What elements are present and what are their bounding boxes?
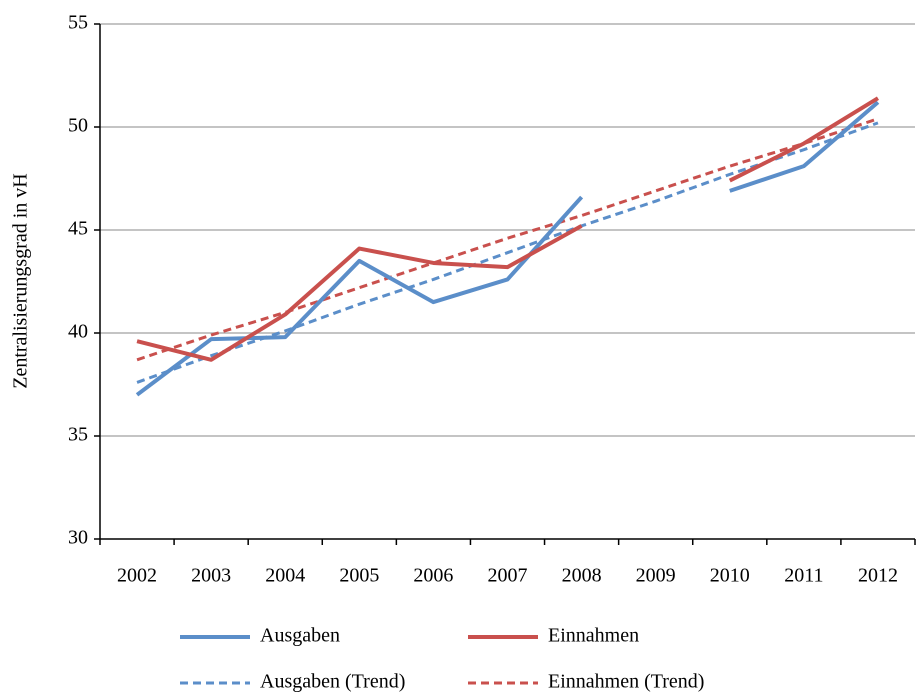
series-line: [136, 96, 879, 362]
y-tick-label: 55: [68, 12, 88, 34]
x-tick-label: 2004: [265, 565, 305, 587]
x-tick-label: 2011: [784, 565, 823, 587]
x-tick-label: 2005: [339, 565, 379, 587]
series-line: [136, 117, 879, 362]
x-tick-label: 2006: [413, 565, 453, 587]
y-tick-label: 40: [68, 321, 88, 343]
y-tick-label: 50: [68, 115, 88, 137]
x-tick-label: 2009: [636, 565, 676, 587]
y-axis-label: Zentralisierungsgrad in vH: [10, 173, 32, 389]
y-tick-label: 45: [68, 218, 88, 240]
x-tick-label: 2012: [858, 565, 898, 587]
series-line: [135, 100, 880, 397]
legend-label: Einnahmen: [548, 625, 639, 647]
legend-label: Ausgaben: [260, 625, 340, 647]
legend-label: Ausgaben (Trend): [260, 671, 405, 693]
y-tick-label: 35: [68, 424, 88, 446]
legend-label: Einnahmen (Trend): [548, 671, 704, 693]
x-tick-label: 2008: [562, 565, 602, 587]
x-tick-label: 2007: [488, 565, 528, 587]
y-tick-label: 30: [68, 527, 88, 549]
x-tick-label: 2002: [117, 565, 157, 587]
x-tick-label: 2003: [191, 565, 231, 587]
x-tick-label: 2010: [710, 565, 750, 587]
